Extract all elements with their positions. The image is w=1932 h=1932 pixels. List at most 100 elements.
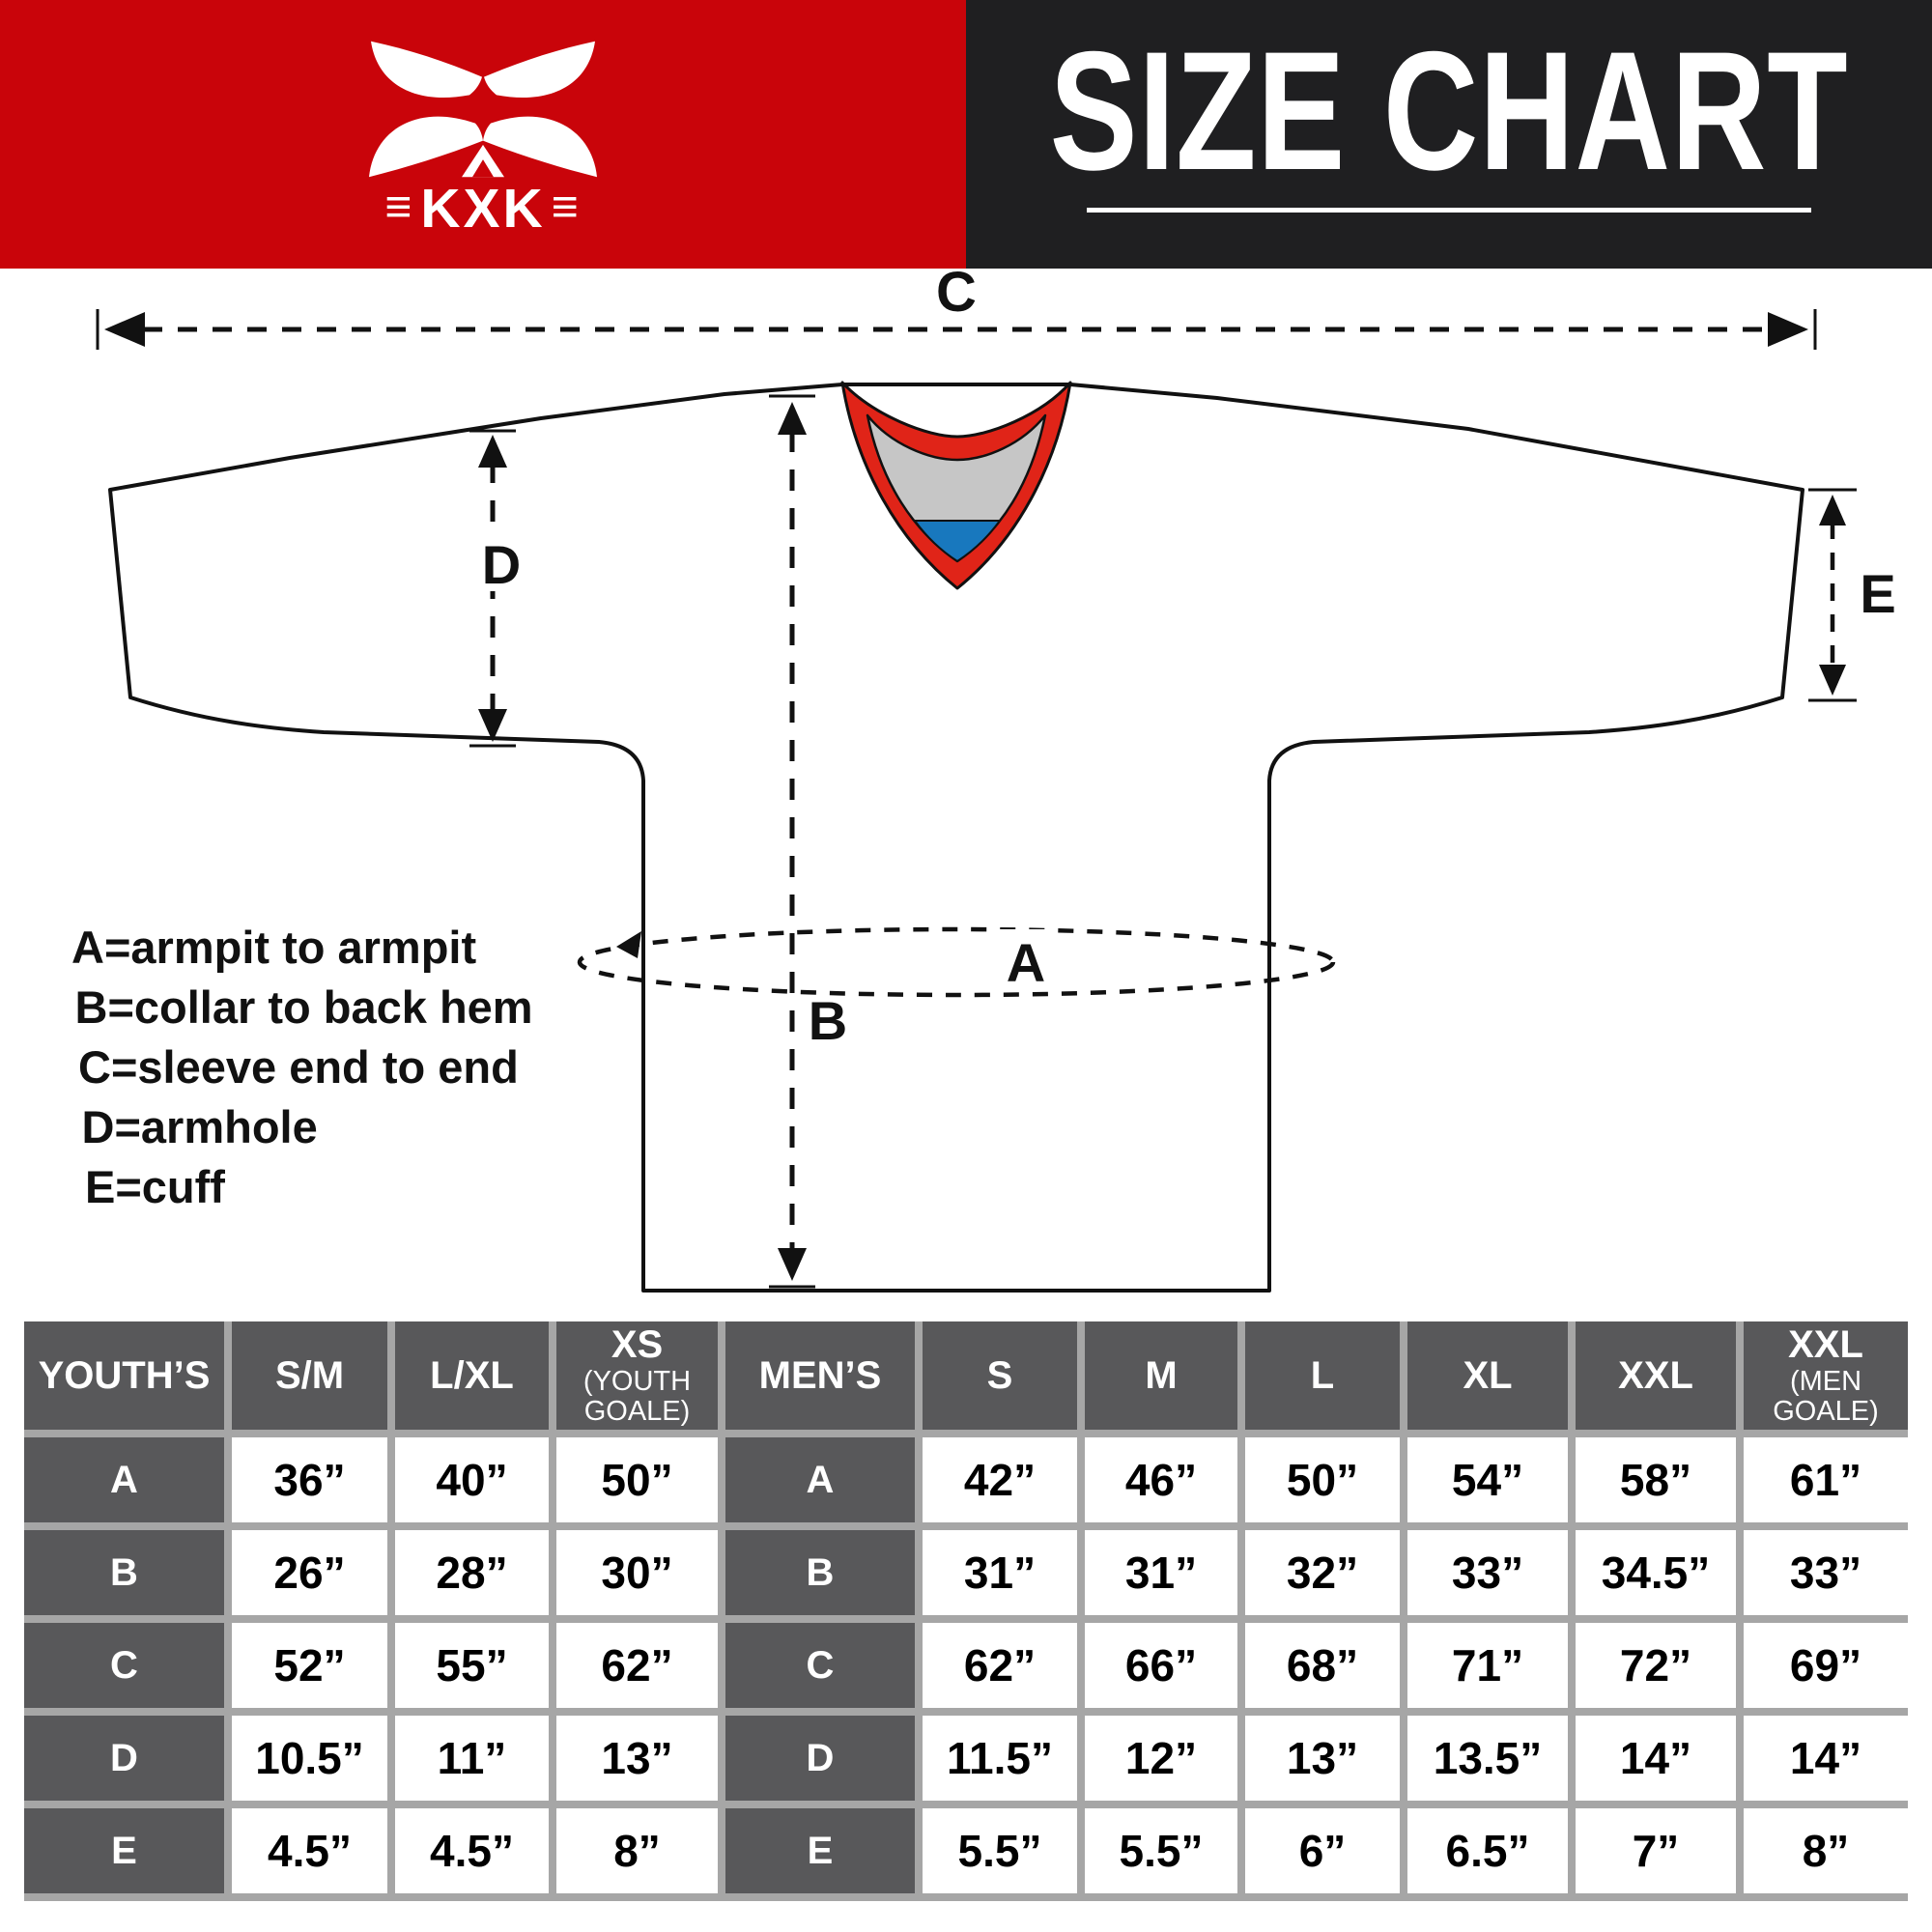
- kxk-logo: ≡ KXK ≡: [367, 39, 599, 237]
- youth-row-label: B: [24, 1530, 224, 1615]
- youth-size-value: 11”: [395, 1716, 549, 1801]
- title-panel: SIZE CHART: [966, 0, 1932, 269]
- men-size-column-header: S: [923, 1321, 1077, 1430]
- men-size-value: 69”: [1744, 1623, 1908, 1708]
- dim-label-a-bg: [995, 929, 1057, 991]
- youth-size-value: 8”: [556, 1808, 718, 1893]
- legend-line: C=sleeve end to end: [78, 1041, 519, 1093]
- men-size-value: 5.5”: [1085, 1808, 1237, 1893]
- youth-size-value: 4.5”: [395, 1808, 549, 1893]
- legend-line: A=armpit to armpit: [71, 922, 477, 973]
- page-title: SIZE CHART: [1049, 17, 1849, 206]
- men-size-value: 14”: [1576, 1716, 1736, 1801]
- men-size-column-header-sub: (MEN GOALE): [1773, 1365, 1879, 1427]
- dim-label-d-bg: [475, 531, 527, 591]
- dim-a-arrowhead: [616, 931, 641, 958]
- youth-size-value: 13”: [556, 1716, 718, 1801]
- men-row-label: A: [725, 1437, 915, 1522]
- logo-wordmark: ≡ KXK ≡: [384, 182, 581, 237]
- men-size-value: 50”: [1245, 1437, 1400, 1522]
- youth-row-label: C: [24, 1623, 224, 1708]
- men-size-value: 12”: [1085, 1716, 1237, 1801]
- men-size-value: 71”: [1407, 1623, 1568, 1708]
- men-size-value: 46”: [1085, 1437, 1237, 1522]
- men-row-label: E: [725, 1808, 915, 1893]
- size-table: YOUTH’S S/M L/XL XS (YOUTH GOALE) MEN’S S M L XL X…: [24, 1321, 1908, 1901]
- men-size-value: 58”: [1576, 1437, 1736, 1522]
- youth-row-label: A: [24, 1437, 224, 1522]
- youth-size-value: 40”: [395, 1437, 549, 1522]
- jersey-diagram: C D B: [0, 269, 1932, 1323]
- logo-bars-right: ≡: [551, 181, 582, 233]
- youth-size-value: 62”: [556, 1623, 718, 1708]
- legend-line: D=armhole: [81, 1101, 318, 1152]
- youth-size-column-header: XS (YOUTH GOALE): [556, 1321, 718, 1430]
- header-banner: ≡ KXK ≡ SIZE CHART: [0, 0, 1932, 269]
- men-size-value: 34.5”: [1576, 1530, 1736, 1615]
- measurement-legend: A=armpit to armpit B=collar to back hem C=…: [71, 918, 533, 1217]
- men-size-column-header: XXL (MEN GOALE): [1744, 1321, 1908, 1430]
- logo-text: KXK: [420, 178, 546, 240]
- youth-size-column-header: S/M: [232, 1321, 387, 1430]
- dim-label-c: C: [936, 269, 977, 324]
- legend-line: E=cuff: [85, 1161, 225, 1212]
- youth-size-value: 4.5”: [232, 1808, 387, 1893]
- youth-size-value: 10.5”: [232, 1716, 387, 1801]
- men-row-label: D: [725, 1716, 915, 1801]
- men-size-value: 14”: [1744, 1716, 1908, 1801]
- men-size-value: 31”: [1085, 1530, 1237, 1615]
- dim-label-b-bg: [800, 985, 856, 1049]
- kxk-logo-icon: [369, 41, 597, 178]
- legend-line: B=collar to back hem: [74, 981, 533, 1033]
- men-size-column-header: XL: [1407, 1321, 1568, 1430]
- youth-size-value: 26”: [232, 1530, 387, 1615]
- men-size-value: 13.5”: [1407, 1716, 1568, 1801]
- youth-size-value: 30”: [556, 1530, 718, 1615]
- men-size-value: 6.5”: [1407, 1808, 1568, 1893]
- youth-row-label: E: [24, 1808, 224, 1893]
- men-size-value: 68”: [1245, 1623, 1400, 1708]
- men-size-value: 13”: [1245, 1716, 1400, 1801]
- youth-size-value: 55”: [395, 1623, 549, 1708]
- dim-b: [769, 394, 815, 1289]
- men-row-label: C: [725, 1623, 915, 1708]
- men-size-value: 7”: [1576, 1808, 1736, 1893]
- youth-size-value: 28”: [395, 1530, 549, 1615]
- men-size-value: 61”: [1744, 1437, 1908, 1522]
- dim-c: [96, 309, 1817, 350]
- title-underline: [1087, 208, 1811, 213]
- dim-e: [1808, 488, 1857, 702]
- youth-row-label: D: [24, 1716, 224, 1801]
- youth-size-column-header: L/XL: [395, 1321, 549, 1430]
- dim-label-d: D: [482, 534, 521, 595]
- jersey-drawing: C D B: [96, 269, 1896, 1293]
- men-size-value: 66”: [1085, 1623, 1237, 1708]
- youth-size-value: 36”: [232, 1437, 387, 1522]
- men-header: MEN’S: [725, 1321, 915, 1430]
- logo-bars-left: ≡: [384, 181, 415, 233]
- men-size-value: 33”: [1744, 1530, 1908, 1615]
- men-size-column-header: M: [1085, 1321, 1237, 1430]
- men-size-value: 8”: [1744, 1808, 1908, 1893]
- collar-inner: [866, 413, 1047, 563]
- men-size-value: 11.5”: [923, 1716, 1077, 1801]
- men-row-label: B: [725, 1530, 915, 1615]
- brand-panel: ≡ KXK ≡: [0, 0, 966, 269]
- men-size-column-header: L: [1245, 1321, 1400, 1430]
- dim-label-e: E: [1860, 563, 1895, 624]
- men-size-value: 6”: [1245, 1808, 1400, 1893]
- men-size-column-header: XXL: [1576, 1321, 1736, 1430]
- jersey-outline: [108, 383, 1804, 1293]
- men-size-value: 54”: [1407, 1437, 1568, 1522]
- men-size-value: 33”: [1407, 1530, 1568, 1615]
- youth-header: YOUTH’S: [24, 1321, 224, 1430]
- men-size-value: 42”: [923, 1437, 1077, 1522]
- men-size-value: 62”: [923, 1623, 1077, 1708]
- dim-label-a: A: [1007, 932, 1045, 993]
- men-size-value: 32”: [1245, 1530, 1400, 1615]
- collar-insert: [913, 520, 1002, 563]
- men-size-value: 72”: [1576, 1623, 1736, 1708]
- youth-size-value: 50”: [556, 1437, 718, 1522]
- men-size-value: 31”: [923, 1530, 1077, 1615]
